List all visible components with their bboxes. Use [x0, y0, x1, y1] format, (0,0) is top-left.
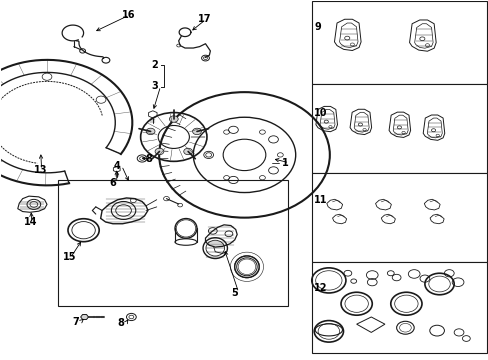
Text: 2: 2 [151, 60, 157, 70]
Text: 3: 3 [151, 81, 157, 91]
Circle shape [183, 148, 192, 155]
Text: 9: 9 [314, 22, 320, 32]
Text: 8: 8 [118, 319, 124, 328]
Bar [58, 180, 288, 306]
Text: 6: 6 [109, 178, 116, 188]
Text: 5: 5 [230, 288, 237, 298]
Text: 4: 4 [114, 161, 121, 171]
Text: 17: 17 [198, 14, 211, 24]
Polygon shape [81, 315, 88, 319]
Text: 12: 12 [314, 283, 327, 293]
Bar [311, 1, 487, 84]
Text: 14: 14 [24, 217, 38, 227]
Text: 11: 11 [314, 195, 327, 205]
Text: 8: 8 [145, 154, 152, 164]
Circle shape [169, 116, 178, 122]
Bar [311, 173, 487, 262]
Circle shape [146, 128, 155, 135]
Bar [311, 262, 487, 353]
Text: 7: 7 [73, 317, 80, 327]
Text: 16: 16 [122, 10, 135, 20]
Circle shape [192, 128, 201, 135]
Text: 10: 10 [314, 108, 327, 118]
Text: 1: 1 [281, 158, 288, 168]
Circle shape [155, 148, 163, 155]
Text: 15: 15 [63, 252, 77, 262]
Bar [311, 84, 487, 173]
Text: 13: 13 [34, 165, 47, 175]
